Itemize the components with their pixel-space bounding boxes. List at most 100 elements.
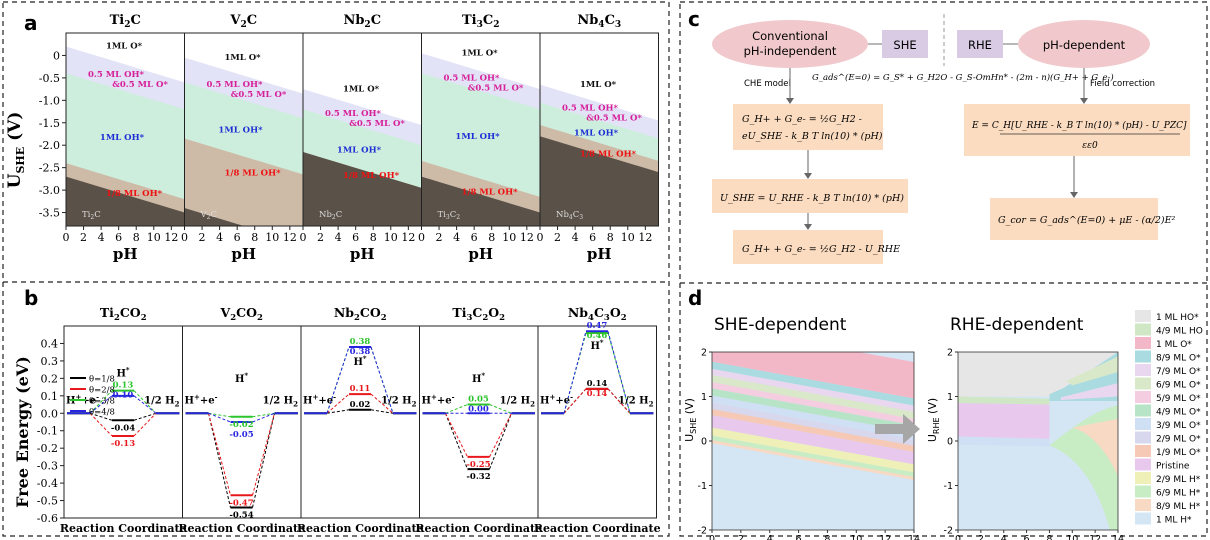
phase-band [712, 382, 914, 426]
xtick-label: 0 [955, 534, 961, 540]
value-label: 0.38 [350, 347, 371, 357]
subplot-title: Ti3C2 [462, 13, 500, 30]
xtick-label: 10 [850, 534, 862, 540]
ytick-label: -0.2 [37, 442, 58, 455]
legend-label: 8/9 ML H* [1156, 502, 1201, 512]
eq2: U_SHE = U_RHE - k_B T ln(10) * (pH) [720, 193, 904, 204]
panel-b-xlabel: Reaction Coordinate [178, 522, 305, 535]
label-eighth-oh: 1/8 ML OH* [224, 169, 281, 179]
label-eighth-oh: 1/8 ML OH* [343, 171, 400, 181]
legend-label: θ=1/8 [89, 375, 115, 385]
subplot-title: V2CO2 [220, 305, 263, 323]
connector [445, 404, 468, 414]
ytick-label: -0.6 [37, 512, 58, 525]
label-half-oh: 0.5 ML OH* [88, 70, 145, 80]
xtick-label: 4 [98, 231, 105, 244]
connector [445, 413, 468, 470]
ph-dependent-ellipse [1018, 20, 1150, 68]
phase-band [712, 368, 914, 412]
xtick-label: 4 [216, 231, 223, 244]
legend-label: θ=2/8 [89, 386, 115, 396]
panel-d-title-left: SHE-dependent [714, 315, 847, 335]
subplot-title: Nb2CO2 [334, 305, 387, 323]
xtick-label: 12 [520, 231, 534, 244]
ytick-label: 2 [947, 348, 953, 359]
value-label: 0.46 [587, 331, 608, 341]
label-1ml-oh: 1ML OH* [455, 132, 500, 142]
panel-b-xlabel: Reaction Coordinate [60, 522, 187, 535]
legend-label: 6/9 ML O* [1156, 381, 1201, 391]
value-label: -0.47 [229, 498, 253, 508]
xtick-label: 2 [199, 231, 206, 244]
subplot-title: Ti2CO2 [100, 305, 147, 323]
connector [133, 412, 157, 421]
ytick-label: -1 [944, 481, 953, 492]
initial-state-label: H++e- [540, 392, 573, 406]
subplot-corner-label: Nb4C3 [556, 210, 583, 221]
value-label: 0.14 [587, 379, 608, 389]
ytick-label: -0.5 [39, 72, 60, 85]
xtick-label: 6 [1024, 534, 1030, 540]
panel-b-ylabel: Free Energy (eV) [13, 356, 32, 508]
xtick-label: 0 [537, 231, 544, 244]
xtick-label: 8 [251, 231, 258, 244]
xtick-label: 12 [879, 534, 891, 540]
panel-b-xlabel: Reaction Coordinate [534, 522, 661, 535]
xtick-label: 2 [554, 231, 561, 244]
region-pristine [958, 403, 1050, 444]
legend-label: 4/9 ML O* [1156, 408, 1201, 418]
xtick-label: 2 [978, 534, 984, 540]
ytick-label: 0 [701, 437, 707, 448]
ytick-label: 2 [701, 348, 707, 359]
label-half-o: &0.5 ML O* [231, 90, 287, 100]
xtick-label: 4 [767, 534, 773, 540]
legend-label: 4/9 ML HO [1156, 327, 1203, 337]
eq1-line2: eU_SHE - k_B T ln(10) * (pH) [742, 131, 883, 142]
she-box [882, 30, 928, 58]
value-label: -0.54 [229, 511, 253, 521]
xtick-label: 10 [502, 231, 516, 244]
eq5-box [990, 198, 1158, 240]
she-label: SHE [893, 38, 916, 52]
legend-swatch [1135, 499, 1151, 511]
eq1-line1: G_H+ + G_e- = ½G_H2 - [742, 114, 862, 125]
value-label: -0.05 [229, 430, 253, 440]
value-label: 0.13 [113, 381, 134, 391]
subplot-corner-label: Nb2C [319, 210, 342, 221]
value-label: 0.10 [113, 391, 134, 401]
subplot-corner-label: Ti2C [82, 210, 101, 221]
label-eighth-oh: 1/8 ML OH* [106, 189, 163, 199]
initial-state-label: H++e- [303, 392, 336, 406]
phase-band [712, 440, 914, 480]
panel-b-xlabel: Reaction Coordinate [297, 522, 424, 535]
panel-b-xlabel: Reaction Coordinate [415, 522, 542, 535]
connector [252, 412, 275, 418]
connector [133, 412, 157, 437]
region-8-9-h [1072, 418, 1118, 477]
ytick-label: -0.1 [37, 425, 58, 438]
che-model-label: CHE model [744, 79, 791, 89]
panel-a-ylabel: USHE (V) [5, 112, 27, 189]
connector [208, 412, 231, 418]
region-3-9-o [958, 436, 1050, 447]
label-eighth-oh: 1/8 ML OH* [580, 150, 637, 160]
region-bare [421, 176, 540, 226]
xtick-label: 4 [453, 231, 460, 244]
label-half-oh: 0.5 ML OH* [325, 109, 382, 119]
ytick-label: 0.0 [41, 407, 59, 420]
phase-band [712, 408, 914, 452]
connector [607, 332, 631, 414]
xtick-label: 0 [63, 231, 70, 244]
ytick-label: 0.2 [41, 372, 59, 385]
ytick-label: 0 [947, 437, 953, 448]
region-4-9-ho [958, 396, 1050, 405]
xtick-label: 6 [589, 231, 596, 244]
xtick-label: 12 [1089, 534, 1101, 540]
legend-label: 1 ML H* [1156, 516, 1192, 526]
xtick-label: 4 [572, 231, 579, 244]
xtick-label: 12 [164, 231, 178, 244]
connector [252, 413, 275, 496]
region-eighth [184, 138, 303, 226]
panel-d-title-right: RHE-dependent [950, 315, 1084, 335]
ytick-label: 0.3 [41, 355, 59, 368]
